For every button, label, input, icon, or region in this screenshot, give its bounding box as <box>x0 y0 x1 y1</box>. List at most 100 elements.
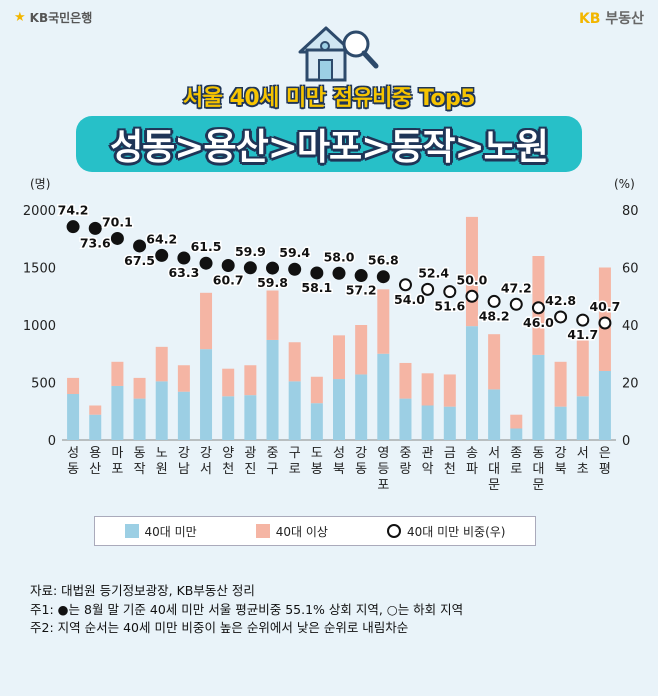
ratio-data-label: 74.2 <box>58 203 89 218</box>
category-label: 중 <box>267 446 279 461</box>
left-tick-label: 1500 <box>23 262 56 277</box>
bar-under40 <box>133 398 146 440</box>
category-label: 성 <box>67 446 79 461</box>
bar-under40 <box>310 403 323 440</box>
ratio-marker <box>310 266 324 280</box>
right-tick-label: 0 <box>622 434 630 449</box>
left-tick-label: 1000 <box>23 319 56 334</box>
ratio-data-label: 50.0 <box>457 272 488 287</box>
ratio-data-label: 59.8 <box>257 275 288 290</box>
category-label: 관 <box>422 446 434 461</box>
house-magnifier-icon <box>298 26 379 82</box>
ratio-marker <box>554 310 568 324</box>
ratio-marker <box>199 256 213 270</box>
category-label: 노 <box>156 446 168 461</box>
category-label: 동 <box>532 446 544 461</box>
category-label: 북 <box>555 462 567 477</box>
legend-swatch <box>255 524 270 538</box>
category-label: 도 <box>311 446 323 461</box>
category-label: 서 <box>488 446 500 461</box>
bar-over40 <box>377 289 390 354</box>
category-label: 진 <box>244 462 256 477</box>
bar-over40 <box>67 377 80 394</box>
ratio-marker <box>66 220 80 234</box>
bar-over40 <box>355 325 368 375</box>
category-label: 포 <box>111 462 123 477</box>
category-label: 금 <box>444 446 456 461</box>
category-label: 은 <box>599 446 611 461</box>
ratio-marker <box>598 316 612 330</box>
bar-under40 <box>598 371 611 440</box>
ratio-marker <box>288 262 302 276</box>
category-label: 서 <box>577 446 589 461</box>
right-tick-label: 80 <box>622 204 639 219</box>
category-label: 대 <box>488 462 500 477</box>
category-label: 용 <box>89 446 101 461</box>
bar-over40 <box>576 336 589 397</box>
ratio-data-label: 46.0 <box>523 315 554 330</box>
ratio-data-label: 67.5 <box>124 253 155 268</box>
category-label: 로 <box>510 462 522 477</box>
category-label: 구 <box>267 462 279 477</box>
ratio-marker <box>266 261 280 275</box>
ratio-marker <box>531 301 545 315</box>
chart-subtitle: 성동>용산>마포>동작>노원 <box>110 127 549 168</box>
category-label: 마 <box>111 446 123 461</box>
bar-under40 <box>576 396 589 440</box>
right-tick-label: 20 <box>622 377 639 392</box>
bar-under40 <box>421 405 434 440</box>
category-label: 대 <box>532 462 544 477</box>
bar-under40 <box>532 354 545 440</box>
bar-over40 <box>133 377 146 399</box>
ratio-data-label: 73.6 <box>80 235 111 250</box>
chart-title: 서울 40세 미만 점유비중 Top5 <box>182 86 476 111</box>
category-label: 동 <box>67 462 79 477</box>
ratio-marker <box>155 248 169 262</box>
bar-over40 <box>310 376 323 404</box>
bar-under40 <box>333 379 345 440</box>
bar-over40 <box>399 362 412 399</box>
bar-under40 <box>510 428 523 440</box>
category-label: 포 <box>377 478 389 493</box>
category-label: 송 <box>466 446 478 461</box>
ratio-marker <box>221 258 235 272</box>
ratio-data-label: 59.4 <box>279 245 310 260</box>
bar-under40 <box>377 353 390 440</box>
category-label: 서 <box>200 462 212 477</box>
category-label: 파 <box>466 462 478 477</box>
bar-under40 <box>488 389 501 440</box>
category-label: 강 <box>355 446 367 461</box>
ratio-data-label: 51.6 <box>434 299 465 314</box>
category-label: 천 <box>222 462 234 477</box>
bar-over40 <box>554 361 567 407</box>
category-label: 종 <box>510 446 522 461</box>
category-label: 원 <box>156 462 168 477</box>
legend-over40: 40대 이상 <box>255 523 328 540</box>
bar-over40 <box>200 292 213 350</box>
ratio-marker <box>421 282 435 296</box>
bar-under40 <box>89 414 102 440</box>
category-label: 강 <box>555 446 567 461</box>
ratio-marker <box>509 297 523 311</box>
bar-under40 <box>465 326 478 440</box>
legend-ratio: 40대 미만 비중(우) <box>386 523 505 540</box>
category-label: 성 <box>333 446 345 461</box>
bar-over40 <box>155 346 168 382</box>
category-label: 동 <box>355 462 367 477</box>
category-label: 영 <box>377 446 389 461</box>
category-label: 봉 <box>311 462 323 477</box>
left-tick-label: 0 <box>48 434 56 449</box>
bar-under40 <box>155 381 168 440</box>
bar-under40 <box>222 396 235 440</box>
ratio-data-label: 47.2 <box>501 280 532 295</box>
note-2: 주2: 지역 순서는 40세 미만 비중이 높은 순위에서 낮은 순위로 내림차… <box>30 620 409 635</box>
bar-over40 <box>333 335 345 380</box>
star-icon: ★ <box>14 10 26 25</box>
category-label: 문 <box>488 478 500 493</box>
left-tick-label: 500 <box>31 377 56 392</box>
ratio-data-label: 63.3 <box>168 265 199 280</box>
title-highlight <box>76 116 582 172</box>
category-label: 남 <box>178 462 190 477</box>
ratio-marker <box>376 270 390 284</box>
right-tick-label: 60 <box>622 262 639 277</box>
